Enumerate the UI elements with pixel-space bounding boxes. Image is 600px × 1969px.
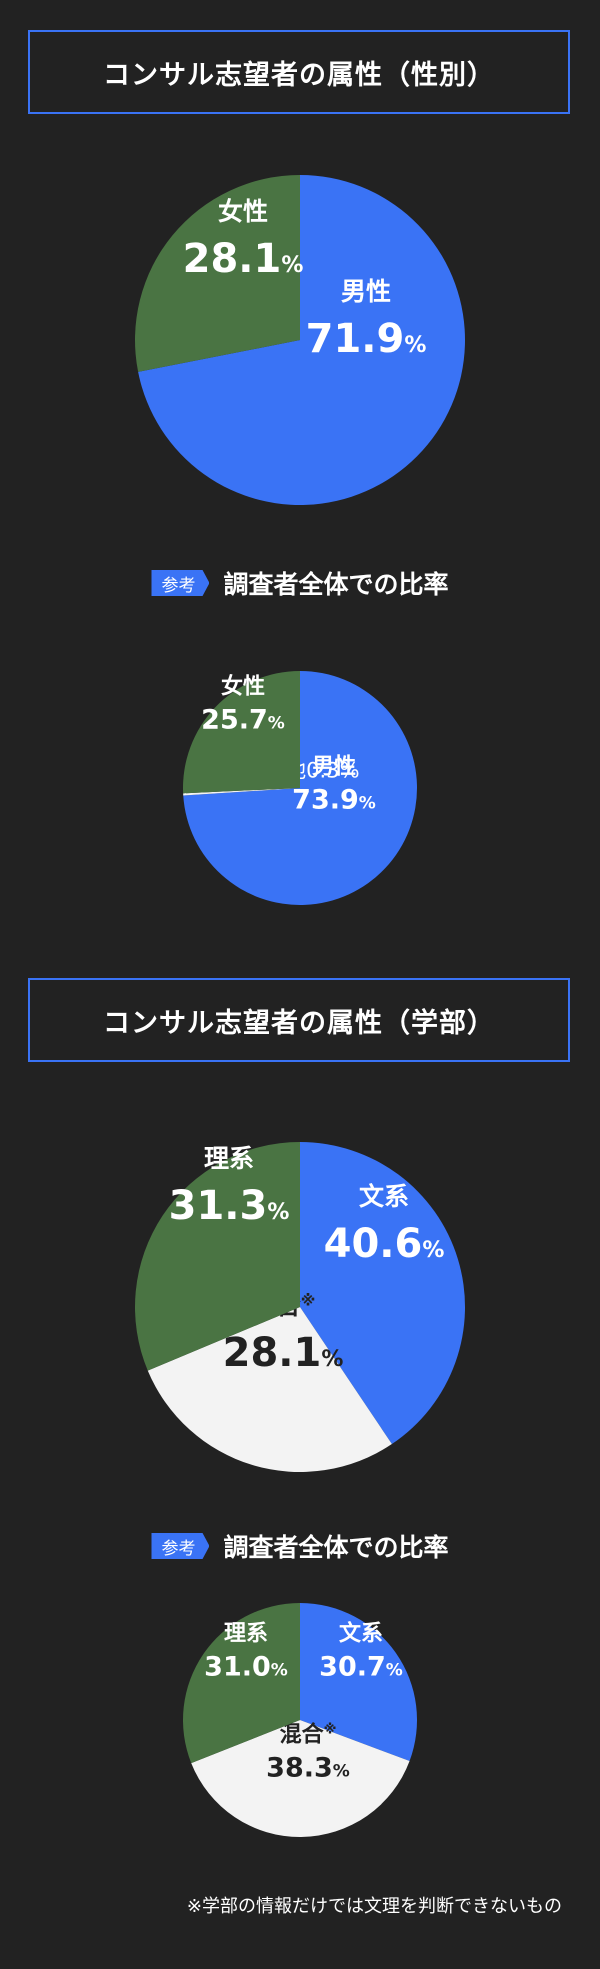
slice-value-label: 25.7% — [201, 704, 285, 735]
pie-slice-0 — [300, 1603, 418, 1762]
pie-slice-1 — [135, 175, 300, 372]
pie-slice-0 — [183, 671, 418, 905]
slice-name-label: 理系 — [224, 1621, 268, 1646]
slice-name-label: 男性 — [312, 754, 356, 779]
pie-chart-gender: 男性 71.9% 女性 28.1% — [135, 175, 466, 505]
reference-tag: 参考 — [151, 1533, 210, 1559]
pie-slice-1 — [147, 1307, 392, 1472]
reference-tag: 参考 — [151, 570, 210, 596]
pie-slice-2 — [183, 1603, 300, 1764]
section-title-gender: コンサル志望者の属性（性別） — [28, 30, 570, 114]
slice-value-label: 71.9% — [306, 316, 427, 362]
slice-value-label: 73.9% — [292, 784, 376, 815]
slice-value-label: 31.0% — [204, 1651, 288, 1682]
slice-value-label: 31.3% — [169, 1183, 290, 1229]
pie-slice-0 — [138, 175, 466, 505]
slice-value-label: 28.1% — [223, 1330, 344, 1376]
slice-value-label: 40.6% — [324, 1221, 445, 1267]
footnote: ※学部の情報だけでは文理を判断できないもの — [186, 1896, 562, 1917]
reference-row-faculty: 参考 調査者全体での比率 — [0, 1528, 600, 1564]
pie-chart-faculty-overall: 文系 30.7% 混合※ 38.3% 理系 31.0% — [183, 1603, 418, 1838]
slice-name-label: 男性 — [341, 277, 391, 306]
slice-value-label: 28.1% — [183, 236, 304, 282]
slice-value-label: 30.7% — [319, 1651, 403, 1682]
reference-row-gender: 参考 調査者全体での比率 — [0, 565, 600, 601]
pie-slice-0 — [300, 1142, 466, 1445]
reference-label: 調査者全体での比率 — [223, 570, 449, 599]
slice-name-label: 文系 — [339, 1620, 383, 1646]
section-title-faculty: コンサル志望者の属性（学部） — [28, 978, 570, 1062]
slice-name-label: 混合※ — [280, 1721, 337, 1747]
slice-name-label: 理系 — [204, 1144, 254, 1173]
slice-value-label: 38.3% — [266, 1752, 350, 1783]
reference-label: 調査者全体での比率 — [223, 1533, 449, 1562]
slice-name-label: 女性 — [221, 673, 265, 699]
slice-name-label: 文系 — [359, 1182, 409, 1211]
pie-slice-1 — [183, 788, 300, 796]
slice-name-label: 女性 — [218, 197, 268, 226]
pie-slice-1 — [191, 1720, 410, 1838]
pie-slice-2 — [183, 671, 300, 794]
pie-slice-2 — [135, 1142, 300, 1371]
